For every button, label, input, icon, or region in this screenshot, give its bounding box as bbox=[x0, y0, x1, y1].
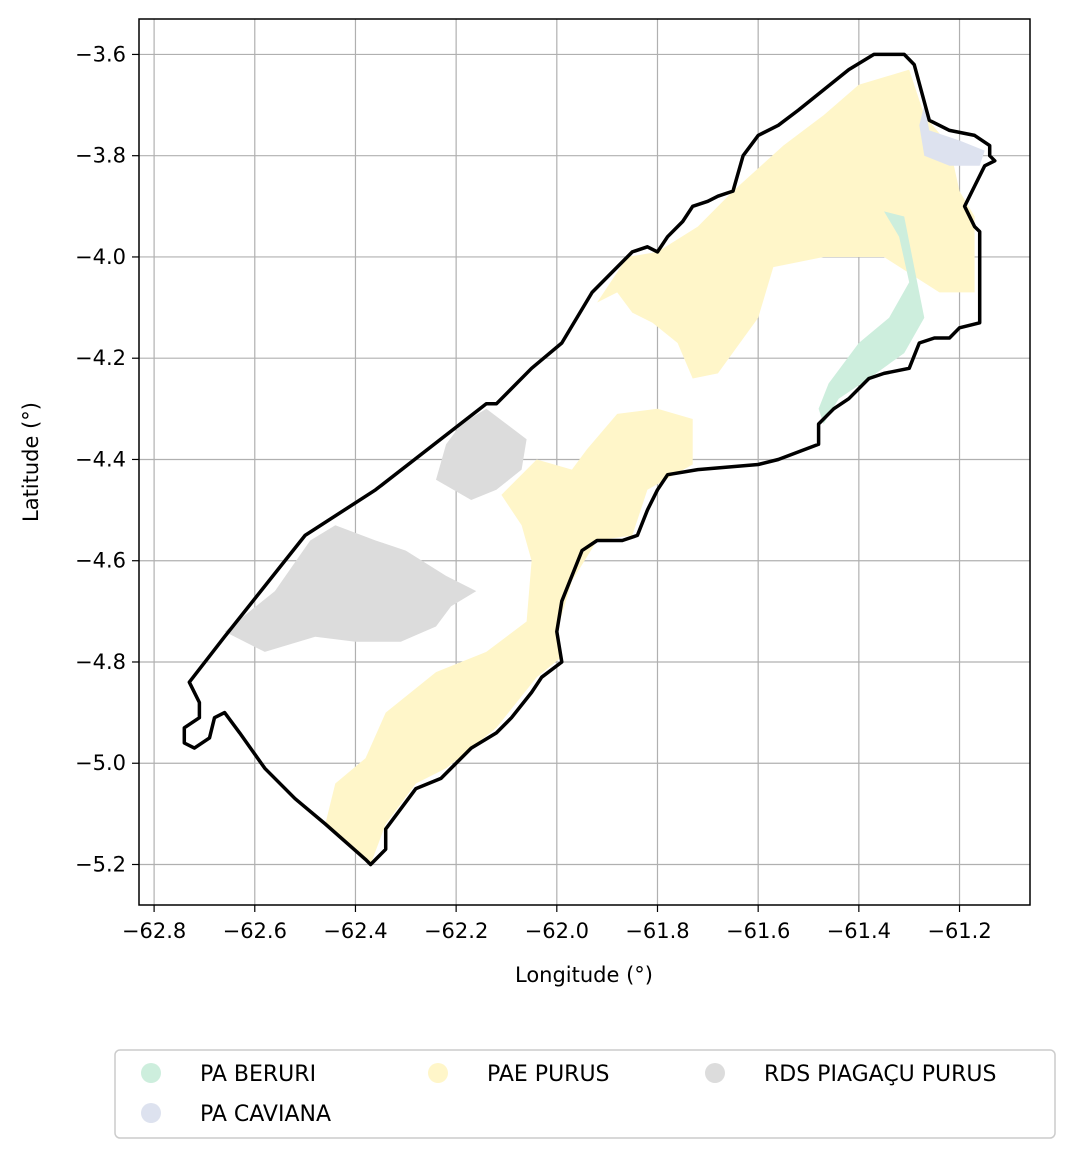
region-rds-piagacu-purus bbox=[224, 525, 477, 652]
y-tick-label: −5.2 bbox=[75, 852, 126, 876]
legend-label-pae-purus: PAE PURUS bbox=[487, 1062, 610, 1087]
y-tick-label: −4.6 bbox=[75, 549, 126, 573]
x-tick-label: −62.4 bbox=[323, 919, 387, 943]
x-tick-label: −62.8 bbox=[122, 919, 186, 943]
region-layer bbox=[224, 69, 985, 865]
legend-marker-pa-caviana bbox=[141, 1103, 161, 1123]
region-pa-beruri bbox=[818, 211, 925, 424]
legend-box bbox=[114, 1049, 1056, 1139]
y-tick-label: −3.8 bbox=[75, 144, 126, 168]
x-tick-label: −62.6 bbox=[223, 919, 287, 943]
region-pae-purus bbox=[325, 408, 693, 865]
axis-ticks: −62.8 −62.6 −62.4 −62.2 −62.0 −61.8 −61.6 −61.4… bbox=[75, 42, 992, 943]
legend-marker-rds-piagacu-purus bbox=[705, 1063, 725, 1083]
legend-label-pa-caviana: PA CAVIANA bbox=[200, 1102, 331, 1127]
x-tick-label: −61.6 bbox=[726, 919, 790, 943]
y-tick-label: −4.4 bbox=[75, 447, 126, 471]
plot-frame bbox=[138, 18, 1031, 906]
region-pa-caviana bbox=[919, 105, 985, 166]
x-tick-label: −61.4 bbox=[827, 919, 891, 943]
legend-item-pae-purus: PAE PURUS bbox=[428, 1062, 610, 1087]
x-tick-label: −61.2 bbox=[927, 919, 991, 943]
y-tick-label: −4.8 bbox=[75, 650, 126, 674]
study-area-boundary bbox=[182, 52, 997, 867]
boundary-layer bbox=[182, 52, 997, 867]
legend-item-pa-beruri: PA BERURI bbox=[141, 1062, 316, 1087]
y-tick-label: −4.2 bbox=[75, 346, 126, 370]
legend: PA BERURI PA CAVIANA PAE PURUS RDS PIAGA… bbox=[114, 1049, 1056, 1139]
y-tick-label: −4.0 bbox=[75, 245, 126, 269]
x-tick-label: −61.8 bbox=[625, 919, 689, 943]
y-tick-label: −3.6 bbox=[75, 42, 126, 66]
legend-label-rds-piagacu-purus: RDS PIAGAÇU PURUS bbox=[764, 1062, 997, 1087]
y-tick-label: −5.0 bbox=[75, 751, 126, 775]
x-tick-label: −62.2 bbox=[424, 919, 488, 943]
legend-marker-pa-beruri bbox=[141, 1063, 161, 1083]
legend-item-pa-caviana: PA CAVIANA bbox=[141, 1102, 331, 1127]
x-tick-label: −62.0 bbox=[525, 919, 589, 943]
legend-marker-pae-purus bbox=[428, 1063, 448, 1083]
x-axis-label: Longitude (°) bbox=[515, 963, 653, 987]
region-pae-purus bbox=[597, 69, 975, 379]
y-axis-label: Latitude (°) bbox=[19, 402, 43, 522]
legend-label-pa-beruri: PA BERURI bbox=[200, 1062, 316, 1087]
region-rds-piagacu-purus bbox=[436, 408, 527, 500]
legend-item-rds-piagacu-purus: RDS PIAGAÇU PURUS bbox=[705, 1062, 997, 1087]
